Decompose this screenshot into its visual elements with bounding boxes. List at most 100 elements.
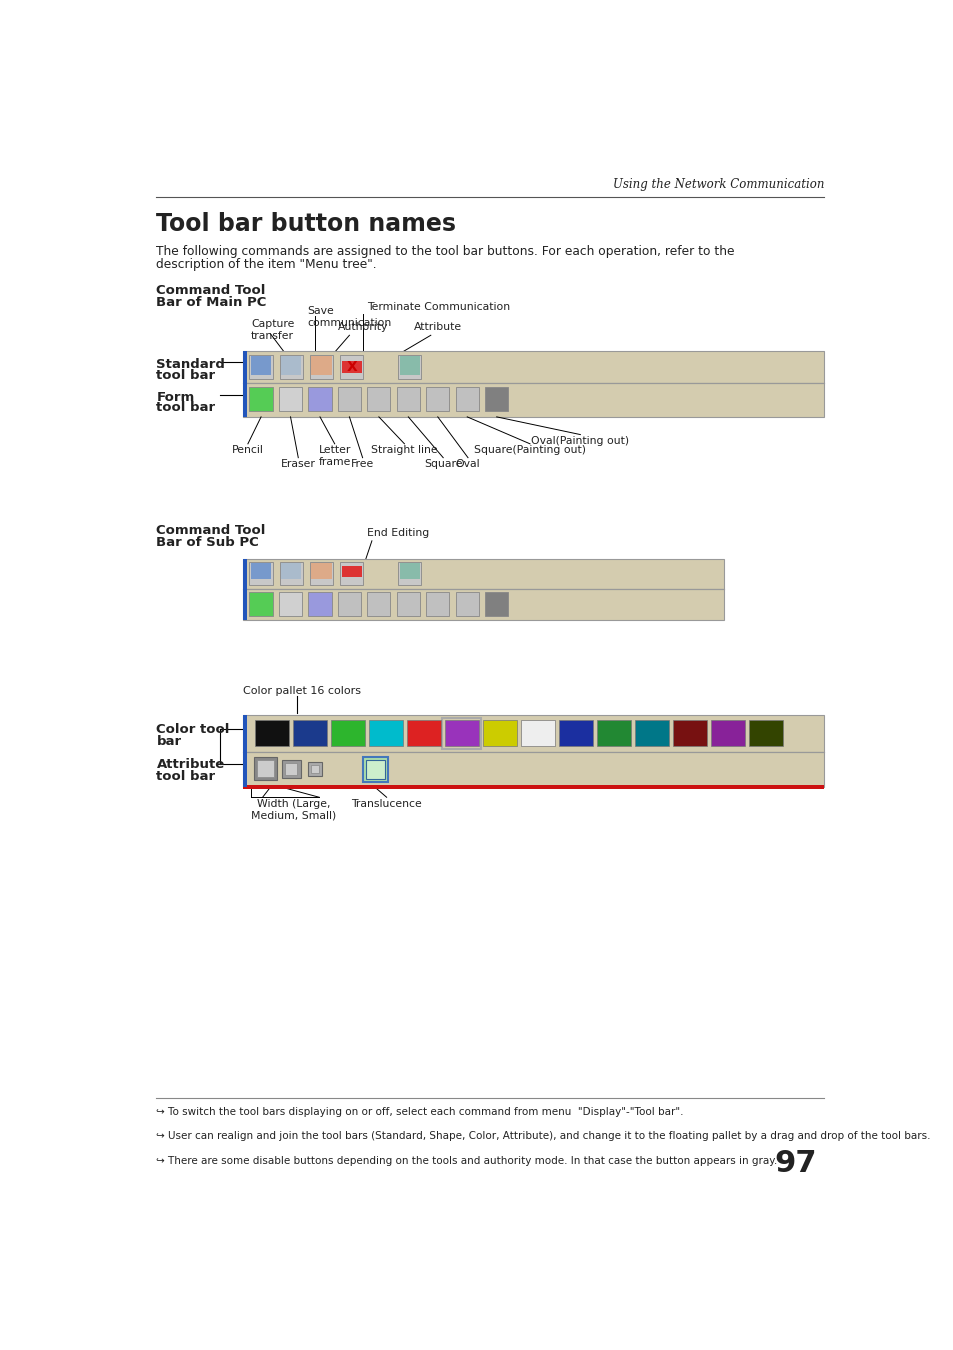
Bar bbox=[341, 360, 361, 373]
Bar bbox=[484, 387, 508, 412]
Bar bbox=[310, 355, 333, 379]
Bar bbox=[366, 760, 385, 779]
Text: The following commands are assigned to the tool bar buttons. For each operation,: The following commands are assigned to t… bbox=[156, 246, 734, 258]
Text: Attribute: Attribute bbox=[414, 323, 461, 332]
Bar bbox=[311, 356, 332, 374]
Bar bbox=[442, 718, 480, 749]
Text: Terminate Communication: Terminate Communication bbox=[367, 302, 510, 312]
Text: Capture
transfer: Capture transfer bbox=[251, 319, 294, 340]
Bar bbox=[426, 387, 449, 412]
Bar bbox=[243, 383, 823, 417]
Bar bbox=[243, 752, 823, 787]
Text: Width (Large,
Medium, Small): Width (Large, Medium, Small) bbox=[251, 799, 335, 821]
Bar bbox=[369, 721, 402, 747]
Bar bbox=[340, 562, 363, 585]
Bar bbox=[278, 387, 302, 412]
Bar bbox=[257, 760, 274, 778]
Bar bbox=[456, 387, 478, 412]
Bar bbox=[281, 356, 301, 374]
Text: Form: Form bbox=[156, 390, 194, 404]
Bar bbox=[367, 387, 390, 412]
Text: Save
communication: Save communication bbox=[307, 306, 392, 328]
Bar bbox=[397, 562, 421, 585]
Text: Color tool: Color tool bbox=[156, 722, 230, 736]
Bar bbox=[396, 593, 419, 616]
Text: X: X bbox=[346, 360, 356, 374]
Bar bbox=[308, 387, 332, 412]
Bar bbox=[243, 590, 723, 620]
Bar bbox=[253, 757, 277, 780]
Text: description of the item "Menu tree".: description of the item "Menu tree". bbox=[156, 258, 376, 271]
Bar bbox=[243, 351, 247, 417]
Text: Square: Square bbox=[423, 459, 462, 470]
Bar bbox=[279, 355, 303, 379]
Text: Oval: Oval bbox=[456, 459, 479, 470]
Bar bbox=[243, 716, 247, 787]
Bar bbox=[399, 563, 419, 579]
Bar bbox=[710, 721, 744, 747]
Text: Command Tool: Command Tool bbox=[156, 284, 266, 297]
Bar bbox=[396, 387, 419, 412]
Text: Using the Network Communication: Using the Network Communication bbox=[613, 178, 823, 192]
Text: Straight line: Straight line bbox=[371, 446, 437, 455]
Bar bbox=[249, 355, 273, 379]
Bar bbox=[367, 593, 390, 616]
Bar bbox=[399, 356, 419, 374]
Bar bbox=[249, 387, 273, 412]
Bar bbox=[363, 757, 388, 782]
Bar bbox=[251, 356, 271, 374]
Bar bbox=[337, 593, 360, 616]
Bar bbox=[251, 563, 271, 579]
Bar bbox=[634, 721, 668, 747]
Bar bbox=[558, 721, 592, 747]
Bar bbox=[285, 763, 297, 775]
Bar bbox=[340, 355, 363, 379]
Bar bbox=[279, 562, 303, 585]
Text: ↪ User can realign and join the tool bars (Standard, Shape, Color, Attribute), a: ↪ User can realign and join the tool bar… bbox=[156, 1131, 930, 1142]
Bar bbox=[341, 566, 361, 576]
Text: Color pallet 16 colors: Color pallet 16 colors bbox=[243, 686, 361, 695]
Bar bbox=[748, 721, 781, 747]
Text: 97: 97 bbox=[774, 1149, 816, 1179]
Text: Oval(Painting out): Oval(Painting out) bbox=[531, 436, 629, 446]
Text: Authority: Authority bbox=[337, 323, 388, 332]
Text: Letter
frame: Letter frame bbox=[318, 446, 351, 467]
Text: Bar of Sub PC: Bar of Sub PC bbox=[156, 536, 259, 549]
Bar bbox=[249, 593, 273, 616]
Bar bbox=[406, 721, 440, 747]
Bar bbox=[311, 765, 319, 772]
Text: Free: Free bbox=[351, 459, 374, 470]
Bar bbox=[243, 716, 823, 752]
Bar bbox=[444, 721, 478, 747]
Text: tool bar: tool bar bbox=[156, 771, 215, 783]
Bar bbox=[249, 562, 273, 585]
Bar bbox=[278, 593, 302, 616]
Bar bbox=[426, 593, 449, 616]
Bar bbox=[397, 355, 421, 379]
Bar bbox=[596, 721, 630, 747]
Bar bbox=[243, 559, 723, 590]
Text: Command Tool: Command Tool bbox=[156, 524, 266, 537]
Bar bbox=[310, 562, 333, 585]
Bar bbox=[243, 784, 823, 788]
Bar bbox=[254, 721, 289, 747]
Bar bbox=[331, 721, 365, 747]
Bar bbox=[456, 593, 478, 616]
Text: Eraser: Eraser bbox=[280, 459, 315, 470]
Bar bbox=[520, 721, 555, 747]
Bar bbox=[243, 351, 823, 383]
Text: Tool bar button names: Tool bar button names bbox=[156, 212, 456, 236]
Text: Standard: Standard bbox=[156, 358, 225, 371]
Text: Pencil: Pencil bbox=[232, 446, 264, 455]
Bar bbox=[282, 760, 300, 778]
Bar bbox=[672, 721, 706, 747]
Text: ↪ To switch the tool bars displaying on or off, select each command from menu  ": ↪ To switch the tool bars displaying on … bbox=[156, 1107, 683, 1116]
Bar bbox=[482, 721, 517, 747]
Bar bbox=[484, 593, 508, 616]
Text: Attribute: Attribute bbox=[156, 757, 225, 771]
Bar bbox=[281, 563, 301, 579]
Text: tool bar: tool bar bbox=[156, 401, 215, 414]
Text: End Editing: End Editing bbox=[367, 528, 429, 537]
Bar bbox=[293, 721, 327, 747]
Bar bbox=[243, 559, 247, 620]
